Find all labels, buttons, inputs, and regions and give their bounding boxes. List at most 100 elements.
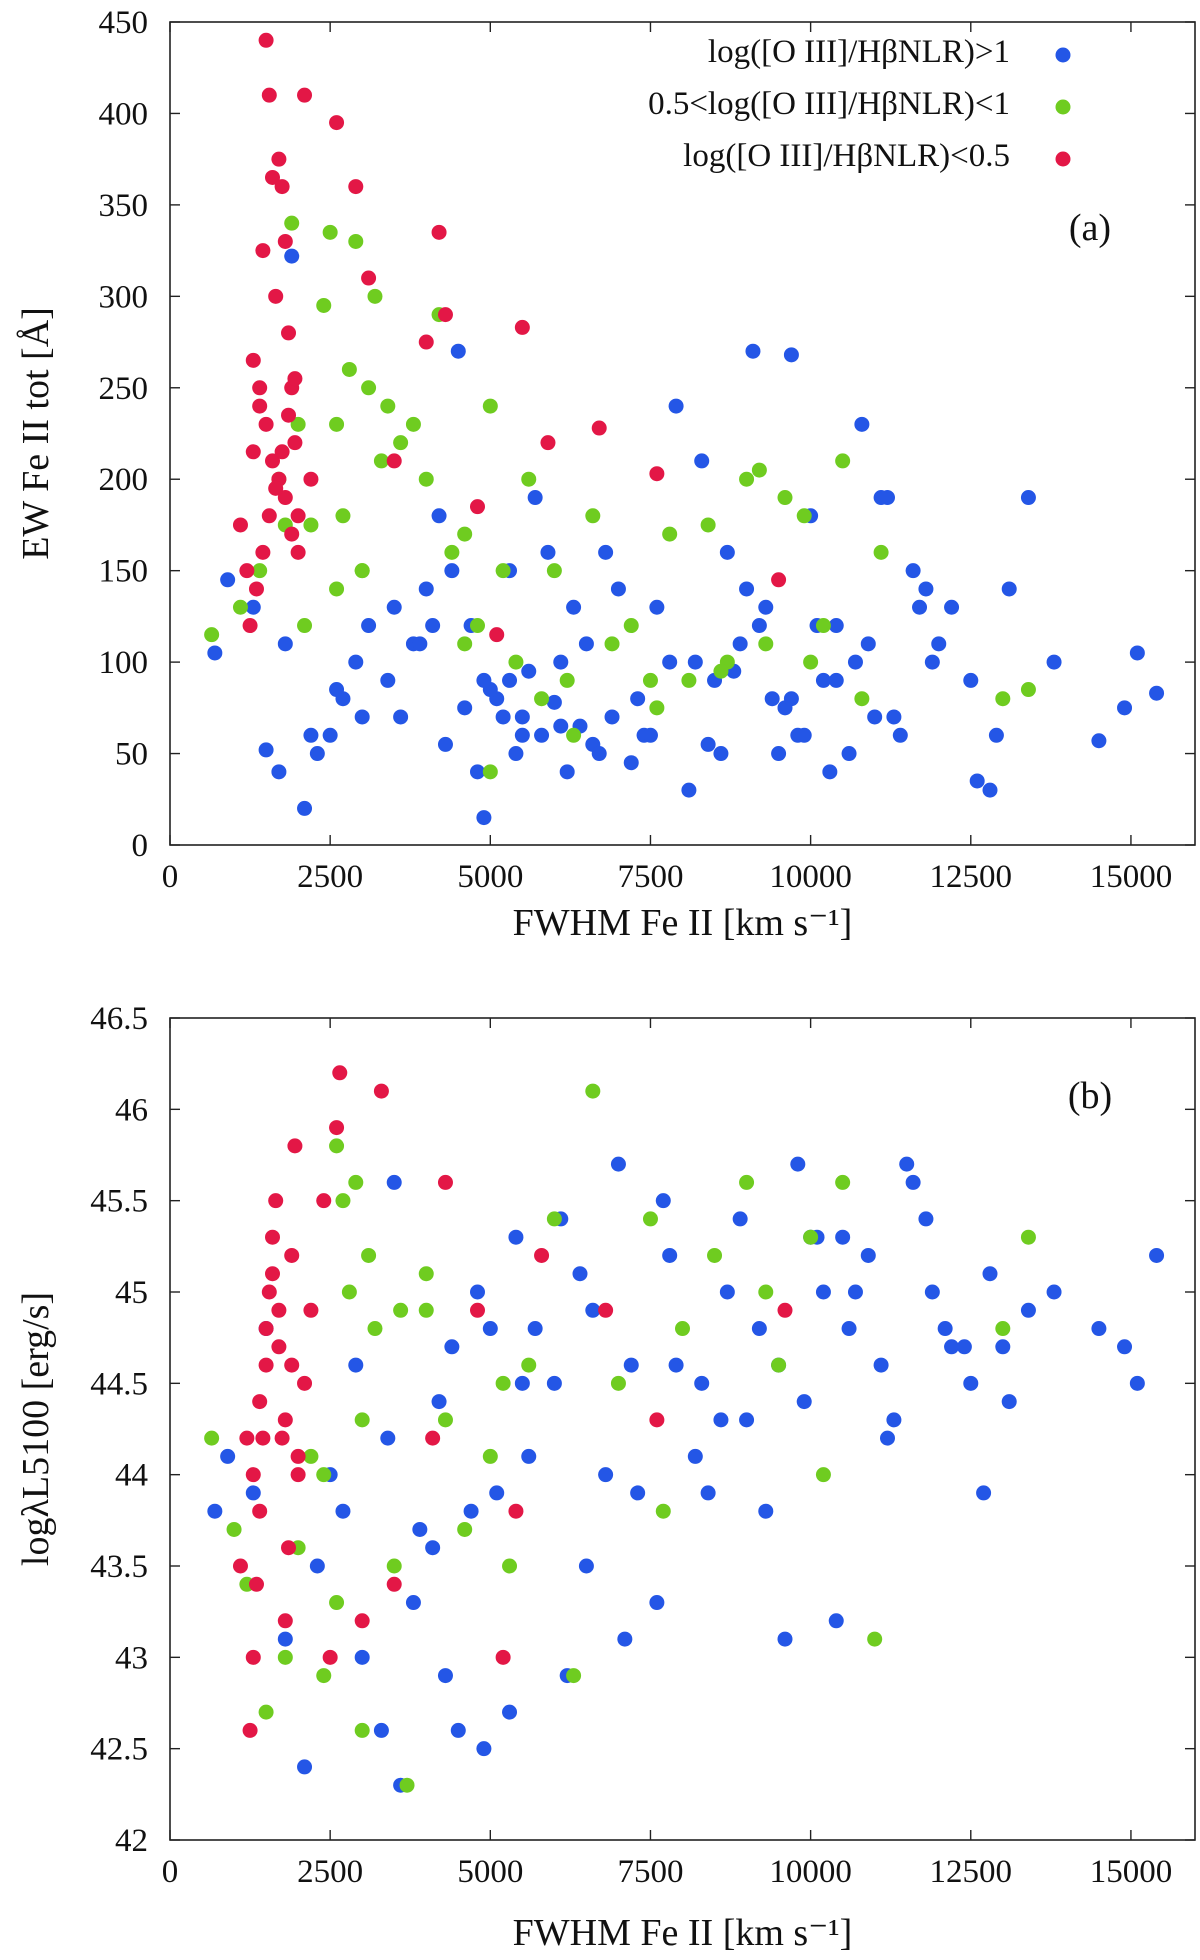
scatter-point-blue xyxy=(521,1448,537,1464)
scatter-point-blue xyxy=(335,1503,351,1519)
scatter-point-red xyxy=(258,1357,274,1373)
scatter-point-red xyxy=(495,1649,511,1665)
scatter-point-blue xyxy=(694,1375,710,1391)
scatter-point-red xyxy=(252,1503,268,1519)
scatter-point-green xyxy=(316,1668,332,1684)
x-tick-label: 15000 xyxy=(1090,1854,1173,1890)
panel-b-y-axis-title: logλL5100 [erg/s] xyxy=(15,1292,57,1566)
scatter-point-blue xyxy=(361,618,377,634)
scatter-point-red xyxy=(386,453,402,469)
scatter-point-blue xyxy=(655,1193,671,1209)
scatter-point-green xyxy=(662,526,678,542)
scatter-point-blue xyxy=(828,618,844,634)
scatter-point-green xyxy=(585,508,601,524)
scatter-point-blue xyxy=(815,672,831,688)
scatter-point-red xyxy=(239,1430,255,1446)
scatter-point-red xyxy=(425,1430,441,1446)
x-tick-label: 5000 xyxy=(457,859,523,895)
scatter-point-blue xyxy=(815,1284,831,1300)
scatter-point-blue xyxy=(373,1722,389,1738)
scatter-point-red xyxy=(248,581,264,597)
scatter-point-blue xyxy=(508,1229,524,1245)
scatter-point-blue xyxy=(944,1339,960,1355)
scatter-point-blue xyxy=(482,1321,498,1337)
scatter-point-green xyxy=(642,1211,658,1227)
scatter-point-blue xyxy=(444,563,460,579)
scatter-point-blue xyxy=(450,1722,466,1738)
scatter-point-red xyxy=(332,1065,348,1081)
scatter-point-blue xyxy=(931,636,947,652)
scatter-point-green xyxy=(566,1668,582,1684)
scatter-point-red xyxy=(252,1394,268,1410)
scatter-point-red xyxy=(284,1357,300,1373)
scatter-point-red xyxy=(245,1467,261,1483)
scatter-point-blue xyxy=(489,1485,505,1501)
scatter-point-blue xyxy=(873,1357,889,1373)
y-tick-label: 43 xyxy=(115,1640,148,1676)
scatter-point-blue xyxy=(918,581,934,597)
scatter-point-red xyxy=(777,1302,793,1318)
scatter-point-red xyxy=(258,416,274,432)
legend: log([O III]/HβNLR)>1 0.5<log([O III]/HβN… xyxy=(648,34,1071,174)
y-tick-label: 44 xyxy=(115,1458,148,1494)
scatter-point-green xyxy=(204,1430,220,1446)
scatter-point-blue xyxy=(758,1503,774,1519)
scatter-point-blue xyxy=(681,782,697,798)
scatter-point-blue xyxy=(412,1521,428,1537)
panel-a-frame xyxy=(169,21,1196,846)
scatter-point-red xyxy=(316,1193,332,1209)
scatter-point-blue xyxy=(585,1302,601,1318)
scatter-point-blue xyxy=(207,1503,223,1519)
y-tick-label: 50 xyxy=(115,737,148,773)
scatter-point-green xyxy=(835,1174,851,1190)
scatter-point-blue xyxy=(309,1558,325,1574)
scatter-point-red xyxy=(290,544,306,560)
scatter-point-red xyxy=(373,1083,389,1099)
scatter-point-blue xyxy=(463,1503,479,1519)
legend-label-blue: log([O III]/HβNLR)>1 xyxy=(708,34,1010,70)
x-tick-label: 7500 xyxy=(617,1854,683,1890)
scatter-point-green xyxy=(707,1247,723,1263)
scatter-point-blue xyxy=(649,599,665,615)
scatter-point-blue xyxy=(1001,1394,1017,1410)
scatter-point-green xyxy=(367,1321,383,1337)
scatter-point-red xyxy=(252,380,268,396)
scatter-point-green xyxy=(335,1193,351,1209)
scatter-point-red xyxy=(271,151,287,167)
scatter-point-blue xyxy=(828,1613,844,1629)
scatter-point-red xyxy=(284,1247,300,1263)
scatter-point-green xyxy=(995,1321,1011,1337)
x-tick-label: 12500 xyxy=(930,859,1013,895)
scatter-point-blue xyxy=(534,727,550,743)
scatter-point-blue xyxy=(476,672,492,688)
scatter-point-red xyxy=(489,627,505,643)
scatter-point-red xyxy=(268,288,284,304)
scatter-point-green xyxy=(354,1722,370,1738)
scatter-point-red xyxy=(277,1613,293,1629)
scatter-point-red xyxy=(232,1558,248,1574)
scatter-point-green xyxy=(335,508,351,524)
scatter-point-blue xyxy=(995,1339,1011,1355)
scatter-point-blue xyxy=(854,416,870,432)
scatter-point-red xyxy=(287,371,303,387)
y-tick-label: 42 xyxy=(115,1823,148,1859)
scatter-point-blue xyxy=(764,691,780,707)
scatter-point-blue xyxy=(662,1247,678,1263)
y-tick-label: 200 xyxy=(99,462,149,498)
panel-b: 0 2500 5000 7500 10000 12500 15000 42 42.5 43 43.5… xyxy=(15,1001,1196,1954)
scatter-point-red xyxy=(277,1412,293,1428)
scatter-point-green xyxy=(418,1302,434,1318)
scatter-point-green xyxy=(329,581,345,597)
scatter-point-green xyxy=(777,490,793,506)
scatter-point-blue xyxy=(860,636,876,652)
scatter-point-green xyxy=(534,691,550,707)
scatter-point-green xyxy=(457,526,473,542)
scatter-point-red xyxy=(277,490,293,506)
scatter-point-green xyxy=(803,654,819,670)
x-tick-label: 0 xyxy=(162,859,179,895)
scatter-point-red xyxy=(252,398,268,414)
scatter-point-blue xyxy=(207,645,223,661)
scatter-point-red xyxy=(290,508,306,524)
scatter-point-blue xyxy=(521,663,537,679)
